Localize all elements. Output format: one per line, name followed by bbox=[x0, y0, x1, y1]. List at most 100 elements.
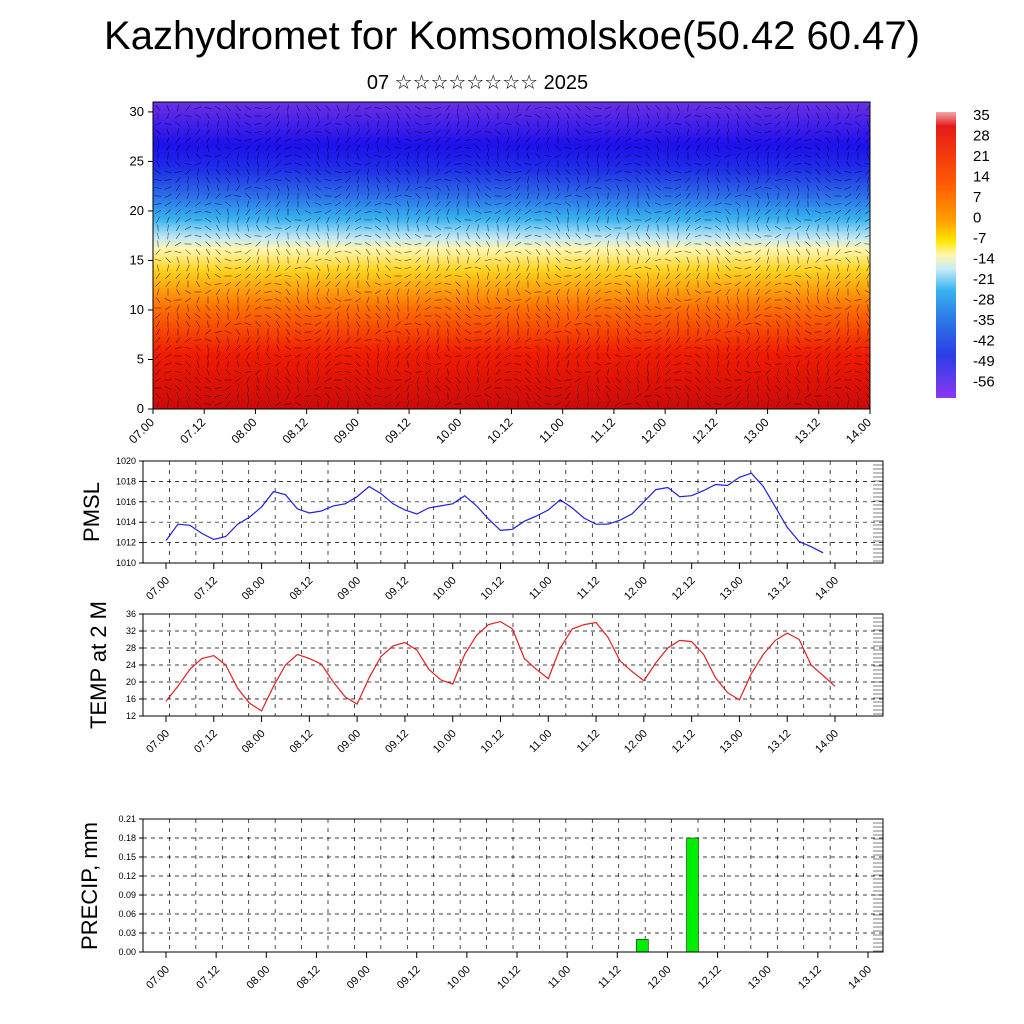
y-tick-label: 1018 bbox=[116, 476, 136, 486]
y-tick-label: 1012 bbox=[116, 538, 136, 548]
y-tick-label: 1014 bbox=[116, 517, 136, 527]
x-tick-label: 12.12 bbox=[670, 575, 698, 603]
x-tick-label: 07.00 bbox=[144, 728, 172, 756]
y-tick-label: 10 bbox=[130, 302, 144, 317]
colorbar-label: 0 bbox=[973, 210, 981, 227]
precip-panel: 0.000.030.060.090.120.150.180.21 07.00 07… bbox=[77, 814, 884, 992]
x-tick-label: 10.12 bbox=[479, 728, 507, 756]
pmsl-panel: 1010 1012 1014 1016 1018 1020 07.00 07.12 08.00… bbox=[79, 456, 884, 603]
y-tick-label: 28 bbox=[126, 643, 136, 653]
x-tick-label: 12.00 bbox=[646, 964, 674, 992]
cross-section-field bbox=[153, 102, 870, 409]
x-tick-label: 13.12 bbox=[796, 964, 824, 992]
page-subtitle: 07 ☆☆☆☆☆☆☆☆ 2025 bbox=[366, 72, 589, 94]
pmsl-y-axis: 1010 1012 1014 1016 1018 1020 bbox=[116, 456, 143, 568]
x-tick-label: 12.12 bbox=[670, 728, 698, 756]
wind-arrows bbox=[154, 104, 870, 408]
right-minor-ticks bbox=[873, 818, 883, 952]
page-title: Kazhydromet for Komsomolskoe(50.42 60.47… bbox=[104, 14, 920, 58]
x-tick-label: 09.12 bbox=[395, 964, 423, 992]
y-tick-label: 5 bbox=[137, 351, 144, 366]
x-tick-label: 07.12 bbox=[192, 575, 220, 603]
x-tick-label: 10.00 bbox=[433, 415, 464, 446]
wind-arrow-field bbox=[154, 104, 870, 408]
y-tick-label: 12 bbox=[126, 711, 136, 721]
grid-horizontal bbox=[143, 460, 883, 564]
colorbar-label: 14 bbox=[973, 169, 990, 186]
x-tick-label: 07.12 bbox=[194, 964, 222, 992]
y-tick-label: 0 bbox=[137, 401, 144, 416]
colorbar-label: -42 bbox=[973, 333, 995, 350]
colorbar-label: 35 bbox=[973, 107, 990, 124]
colorbar-label: -7 bbox=[973, 230, 986, 247]
pmsl-x-axis: 07.00 07.12 08.00 08.12 09.00 09.12 10.00 10.12… bbox=[144, 563, 841, 603]
precip-frame bbox=[142, 818, 884, 953]
y-tick-label: 30 bbox=[130, 104, 144, 119]
y-tick-label: 1020 bbox=[116, 456, 136, 466]
x-tick-label: 12.00 bbox=[622, 728, 650, 756]
x-tick-label: 08.12 bbox=[280, 415, 311, 446]
x-tick-label: 14.00 bbox=[843, 415, 874, 446]
right-minor-ticks bbox=[873, 460, 883, 562]
x-tick-label: 08.00 bbox=[244, 964, 272, 992]
y-tick-label: 1010 bbox=[116, 558, 136, 568]
precip-grid bbox=[143, 818, 883, 953]
x-tick-label: 12.12 bbox=[689, 415, 720, 446]
y-tick-label: 36 bbox=[126, 609, 136, 619]
x-tick-label: 09.00 bbox=[335, 728, 363, 756]
x-tick-label: 09.00 bbox=[335, 575, 363, 603]
precip-y-label: PRECIP, mm bbox=[77, 822, 102, 950]
x-tick-label: 07.00 bbox=[144, 964, 172, 992]
x-tick-label: 10.00 bbox=[445, 964, 473, 992]
colorbar-label: -28 bbox=[973, 292, 995, 309]
x-tick-label: 11.12 bbox=[575, 728, 602, 755]
y-tick-label: 0.21 bbox=[118, 814, 136, 824]
colorbar-label: -56 bbox=[973, 374, 995, 391]
x-tick-label: 13.00 bbox=[718, 575, 746, 603]
x-tick-label: 12.00 bbox=[622, 575, 650, 603]
temp-series-line bbox=[165, 620, 836, 712]
x-tick-label: 11.12 bbox=[596, 964, 623, 991]
precip-bar bbox=[636, 939, 649, 953]
x-tick-label: 09.00 bbox=[345, 964, 373, 992]
y-tick-label: 25 bbox=[130, 153, 144, 168]
x-tick-label: 08.12 bbox=[288, 575, 316, 603]
x-tick-label: 11.12 bbox=[588, 415, 619, 446]
colorbar-label: 28 bbox=[973, 128, 990, 145]
y-tick-label: 0.09 bbox=[118, 890, 136, 900]
colorbar-label: -35 bbox=[973, 312, 995, 329]
precip-bars bbox=[636, 837, 699, 953]
y-tick-label: 0.18 bbox=[118, 833, 136, 843]
temp-x-axis: 07.00 07.12 08.00 08.12 09.00 09.12 10.00 10.12… bbox=[144, 716, 841, 756]
x-tick-label: 10.00 bbox=[431, 728, 459, 756]
x-tick-label: 14.00 bbox=[846, 964, 874, 992]
colorbar-scale bbox=[936, 112, 956, 398]
y-tick-label: 0.03 bbox=[118, 928, 136, 938]
x-tick-label: 12.00 bbox=[638, 415, 669, 446]
x-tick-label: 09.12 bbox=[382, 415, 413, 446]
x-tick-label: 07.12 bbox=[177, 415, 208, 446]
x-tick-label: 11.00 bbox=[527, 728, 554, 755]
y-tick-label: 16 bbox=[126, 694, 136, 704]
temp-panel: 12 16 20 24 28 32 36 07.00 07.12 08.00 08.12 09.00… bbox=[86, 601, 884, 756]
x-tick-label: 13.12 bbox=[765, 728, 793, 756]
y-tick-label: 0.15 bbox=[118, 852, 136, 862]
y-tick-label: 0.00 bbox=[118, 947, 136, 957]
x-tick-label: 08.00 bbox=[228, 415, 259, 446]
precip-x-axis: 07.00 07.12 08.00 08.12 09.00 09.12 10.00 10.12… bbox=[144, 952, 874, 992]
cross-section-y-axis: 0 5 10 15 20 25 30 bbox=[130, 104, 153, 416]
x-tick-label: 12.12 bbox=[696, 964, 724, 992]
x-tick-label: 09.00 bbox=[331, 415, 362, 446]
x-tick-label: 11.00 bbox=[527, 575, 554, 602]
x-tick-label: 10.00 bbox=[431, 575, 459, 603]
pmsl-grid bbox=[143, 460, 883, 564]
x-tick-label: 13.00 bbox=[746, 964, 774, 992]
y-tick-label: 20 bbox=[130, 203, 144, 218]
x-tick-label: 10.12 bbox=[495, 964, 523, 992]
pmsl-y-label: PMSL bbox=[79, 482, 104, 542]
precip-bar bbox=[686, 837, 699, 953]
y-tick-label: 0.06 bbox=[118, 909, 136, 919]
colorbar-label: 21 bbox=[973, 148, 990, 165]
x-tick-label: 13.12 bbox=[765, 575, 793, 603]
